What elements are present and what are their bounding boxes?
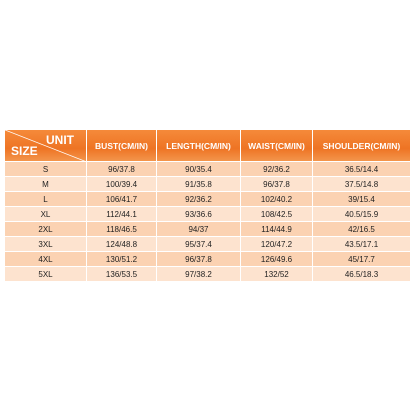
table-row: 2XL 118/46.5 94/37 114/44.9 42/16.5 <box>5 222 411 237</box>
table-cell: 94/37 <box>157 222 241 237</box>
column-header: BUST(CM/IN) <box>87 130 157 162</box>
table-cell: 93/36.6 <box>157 207 241 222</box>
table-row: 5XL 136/53.5 97/38.2 132/52 46.5/18.3 <box>5 267 411 282</box>
size-cell: 3XL <box>5 237 87 252</box>
size-cell: 2XL <box>5 222 87 237</box>
table-cell: 126/49.6 <box>241 252 313 267</box>
table-row: 4XL 130/51.2 96/37.8 126/49.6 45/17.7 <box>5 252 411 267</box>
table-row: 3XL 124/48.8 95/37.4 120/47.2 43.5/17.1 <box>5 237 411 252</box>
table-cell: 114/44.9 <box>241 222 313 237</box>
table-cell: 120/47.2 <box>241 237 313 252</box>
diagonal <box>5 130 87 162</box>
table-cell: 130/51.2 <box>87 252 157 267</box>
table-cell: 112/44.1 <box>87 207 157 222</box>
table-cell: 45/17.7 <box>313 252 411 267</box>
table-cell: 100/39.4 <box>87 177 157 192</box>
table-row: S 96/37.8 90/35.4 92/36.2 36.5/14.4 <box>5 162 411 177</box>
table-cell: 96/37.8 <box>87 162 157 177</box>
table-cell: 108/42.5 <box>241 207 313 222</box>
table-cell: 96/37.8 <box>241 177 313 192</box>
table-cell: 37.5/14.8 <box>313 177 411 192</box>
table-cell: 92/36.2 <box>241 162 313 177</box>
column-header: WAIST(CM/IN) <box>241 130 313 162</box>
table-cell: 136/53.5 <box>87 267 157 282</box>
size-cell: 4XL <box>5 252 87 267</box>
table-row: M 100/39.4 91/35.8 96/37.8 37.5/14.8 <box>5 177 411 192</box>
size-cell: S <box>5 162 87 177</box>
size-cell: M <box>5 177 87 192</box>
table-cell: 40.5/15.9 <box>313 207 411 222</box>
table-cell: 92/36.2 <box>157 192 241 207</box>
table-cell: 124/48.8 <box>87 237 157 252</box>
table-cell: 95/37.4 <box>157 237 241 252</box>
corner-cell: UNIT SIZE <box>5 130 87 162</box>
table-row: XL 112/44.1 93/36.6 108/42.5 40.5/15.9 <box>5 207 411 222</box>
unit-label: UNIT <box>46 133 74 147</box>
table-cell: 36.5/14.4 <box>313 162 411 177</box>
table-cell: 106/41.7 <box>87 192 157 207</box>
table-cell: 132/52 <box>241 267 313 282</box>
size-label: SIZE <box>11 144 38 158</box>
table-cell: 91/35.8 <box>157 177 241 192</box>
size-cell: 5XL <box>5 267 87 282</box>
table-cell: 42/16.5 <box>313 222 411 237</box>
table-cell: 90/35.4 <box>157 162 241 177</box>
header-row: UNIT SIZE BUST(CM/IN) LENGTH(CM/IN) WAIST(… <box>5 130 411 162</box>
column-header: SHOULDER(CM/IN) <box>313 130 411 162</box>
table-cell: 96/37.8 <box>157 252 241 267</box>
table-cell: 43.5/17.1 <box>313 237 411 252</box>
size-cell: XL <box>5 207 87 222</box>
table-cell: 46.5/18.3 <box>313 267 411 282</box>
size-table: UNIT SIZE BUST(CM/IN) LENGTH(CM/IN) WAIST(… <box>5 130 411 282</box>
column-header: LENGTH(CM/IN) <box>157 130 241 162</box>
table-cell: 102/40.2 <box>241 192 313 207</box>
table-cell: 97/38.2 <box>157 267 241 282</box>
table-cell: 39/15.4 <box>313 192 411 207</box>
size-cell: L <box>5 192 87 207</box>
table-row: L 106/41.7 92/36.2 102/40.2 39/15.4 <box>5 192 411 207</box>
table-cell: 118/46.5 <box>87 222 157 237</box>
